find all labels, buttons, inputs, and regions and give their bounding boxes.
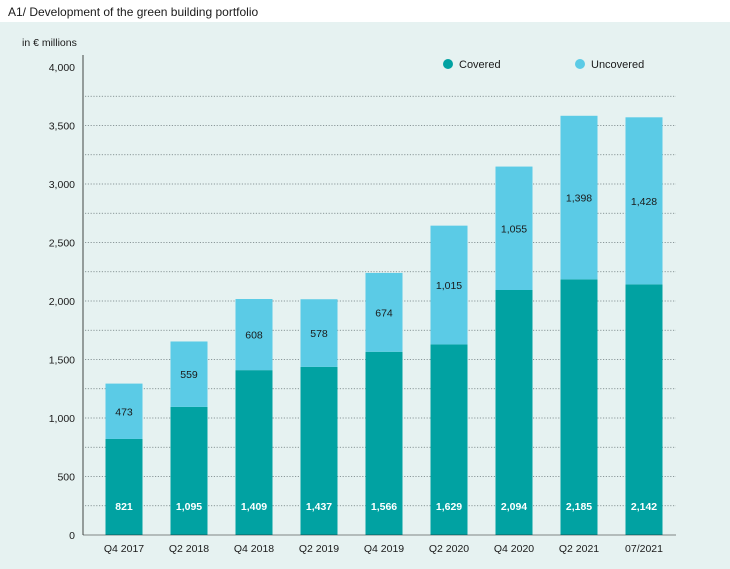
bar-uncovered (235, 299, 273, 371)
x-axis: Q4 2017 Q2 2018 Q4 2018 Q2 2019 Q4 2019 Q2 20… (83, 534, 676, 555)
bar-covered (625, 284, 663, 535)
bar-covered (300, 366, 338, 535)
legend: Covered Uncovered (443, 59, 644, 71)
bar-uncovered (430, 225, 468, 345)
legend-swatch (575, 59, 585, 69)
data-label-uncovered: 1,015 (436, 280, 462, 292)
bar-uncovered (170, 341, 208, 407)
x-tick-label: Q2 2018 (169, 543, 209, 555)
bar-covered (365, 351, 403, 535)
y-tick-label: 1,500 (49, 355, 75, 367)
data-label-uncovered: 1,055 (501, 223, 527, 235)
y-tick-label: 500 (57, 472, 75, 484)
data-label-covered: 2,185 (566, 501, 592, 513)
data-label-uncovered: 559 (180, 369, 198, 381)
bar-covered (560, 279, 598, 535)
bar-uncovered (300, 299, 338, 367)
bar-uncovered (625, 117, 663, 285)
legend-label: Covered (459, 59, 501, 71)
data-label-uncovered: 473 (115, 406, 133, 418)
x-tick-label: 07/2021 (625, 543, 663, 555)
x-tick-label: Q4 2018 (234, 543, 274, 555)
y-tick-label: 2,000 (49, 296, 75, 308)
x-tick-label: Q4 2020 (494, 543, 534, 555)
data-label-covered: 2,094 (501, 501, 527, 513)
y-axis-label: in € millions (22, 37, 77, 49)
bar-covered (495, 290, 533, 535)
bar-covered (430, 344, 468, 535)
data-label-covered: 2,142 (631, 501, 657, 513)
x-tick-label: Q2 2019 (299, 543, 339, 555)
y-tick-label: 2,500 (49, 238, 75, 250)
x-tick-label: Q4 2017 (104, 543, 144, 555)
data-label-uncovered: 608 (245, 330, 263, 342)
data-label-covered: 1,095 (176, 501, 202, 513)
y-axis: 0 500 1,000 1,500 2,000 2,500 3,000 3,500 4,000 (49, 55, 84, 542)
data-label-uncovered: 578 (310, 328, 328, 340)
bar-covered (235, 370, 273, 535)
bars: 821 473 1,095 559 1,409 608 1,437 578 1,566 674 1,… (105, 115, 663, 535)
x-tick-label: Q2 2021 (559, 543, 599, 555)
data-label-covered: 821 (115, 501, 133, 513)
data-label-covered: 1,629 (436, 501, 462, 513)
bar-covered (170, 406, 208, 535)
y-tick-label: 1,000 (49, 413, 75, 425)
data-label-uncovered: 1,428 (631, 196, 657, 208)
legend-swatch (443, 59, 453, 69)
x-tick-label: Q2 2020 (429, 543, 469, 555)
y-tick-label: 3,000 (49, 179, 75, 191)
bar-uncovered (560, 115, 598, 280)
bar-uncovered (105, 383, 143, 439)
data-label-uncovered: 674 (375, 307, 393, 319)
data-label-uncovered: 1,398 (566, 193, 592, 205)
y-tick-label: 0 (69, 530, 75, 542)
chart-title: A1/ Development of the green building po… (0, 0, 269, 23)
data-label-covered: 1,437 (306, 501, 332, 513)
data-label-covered: 1,409 (241, 501, 267, 513)
bar-uncovered (495, 166, 533, 291)
y-tick-label: 4,000 (49, 62, 75, 74)
bar-covered (105, 438, 143, 535)
bar-uncovered (365, 272, 403, 352)
x-tick-label: Q4 2019 (364, 543, 404, 555)
data-label-covered: 1,566 (371, 501, 397, 513)
legend-label: Uncovered (591, 59, 644, 71)
y-tick-label: 3,500 (49, 121, 75, 133)
